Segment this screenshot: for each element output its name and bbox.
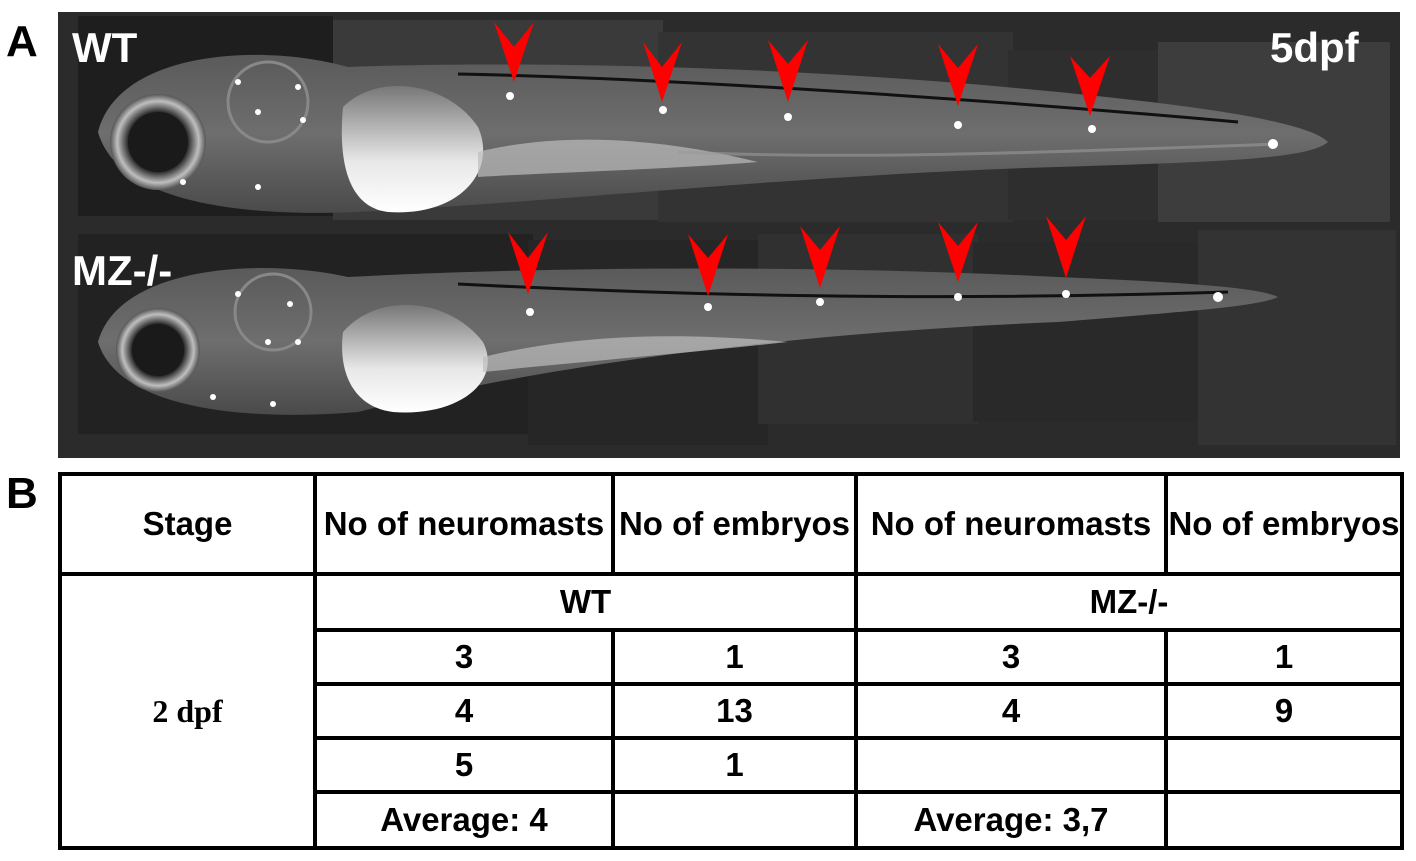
cell: 13: [611, 682, 858, 740]
header-stage: Stage: [58, 472, 317, 576]
zebrafish-micrograph: WT MZ-/- 5dpf: [58, 12, 1400, 458]
cell: [1164, 736, 1404, 794]
mz-larva: [98, 268, 1278, 415]
arrowhead: [1046, 216, 1086, 278]
cell: [854, 736, 1168, 794]
arrowhead: [688, 234, 728, 296]
arrowhead: [494, 22, 534, 82]
wt-arrowheads: [494, 22, 1110, 116]
table-row: 5 1: [60, 736, 1404, 794]
table-row: 3 1 3 1: [60, 628, 1404, 686]
cell: Average: 3,7: [854, 790, 1168, 850]
header-wt-embryos: No of embryos: [611, 472, 858, 576]
wt-row-label: WT: [72, 24, 138, 71]
arrowhead: [938, 222, 978, 282]
panel-a-letter: A: [6, 17, 38, 66]
arrowhead: [508, 232, 548, 294]
arrowhead: [800, 226, 840, 288]
cell: [611, 790, 858, 850]
arrowhead: [1070, 56, 1110, 116]
cell: 1: [611, 736, 858, 794]
header-mz-embryos: No of embryos: [1164, 472, 1404, 576]
arrowhead: [768, 40, 808, 102]
arrowhead: [643, 42, 682, 102]
cell: 3: [313, 628, 615, 686]
stage-label: 5dpf: [1270, 24, 1360, 71]
header-mz-neuromasts: No of neuromasts: [854, 472, 1168, 576]
table-row: Average: 4 Average: 3,7: [60, 790, 1404, 850]
cell: Average: 4: [313, 790, 615, 850]
cell: [1164, 790, 1404, 850]
header-wt-neuromasts: No of neuromasts: [313, 472, 615, 576]
arrowhead: [938, 44, 978, 106]
group-row: 2 dpf WT MZ-/-: [58, 572, 1404, 850]
cell: 5: [313, 736, 615, 794]
neuromast-spots: [180, 79, 1278, 407]
cell: 1: [611, 628, 858, 686]
cell: 9: [1164, 682, 1404, 740]
cell: 1: [1164, 628, 1404, 686]
panel-b-letter: B: [6, 469, 38, 518]
stage-value: 2 dpf: [58, 572, 317, 850]
header-row: Stage No of neuromasts No of embryos No …: [58, 472, 1404, 576]
mz-row-label: MZ-/-: [72, 247, 172, 294]
mz-arrowheads: [508, 216, 1086, 296]
cell: 4: [313, 682, 615, 740]
wt-larva: [98, 54, 1328, 213]
group-wt: WT: [313, 572, 858, 632]
cell: 3: [854, 628, 1168, 686]
table-row: 4 13 4 9: [60, 682, 1404, 740]
neuromast-count-table: Stage No of neuromasts No of embryos No …: [58, 472, 1404, 850]
group-mz: MZ-/-: [854, 572, 1404, 632]
cell: 4: [854, 682, 1168, 740]
